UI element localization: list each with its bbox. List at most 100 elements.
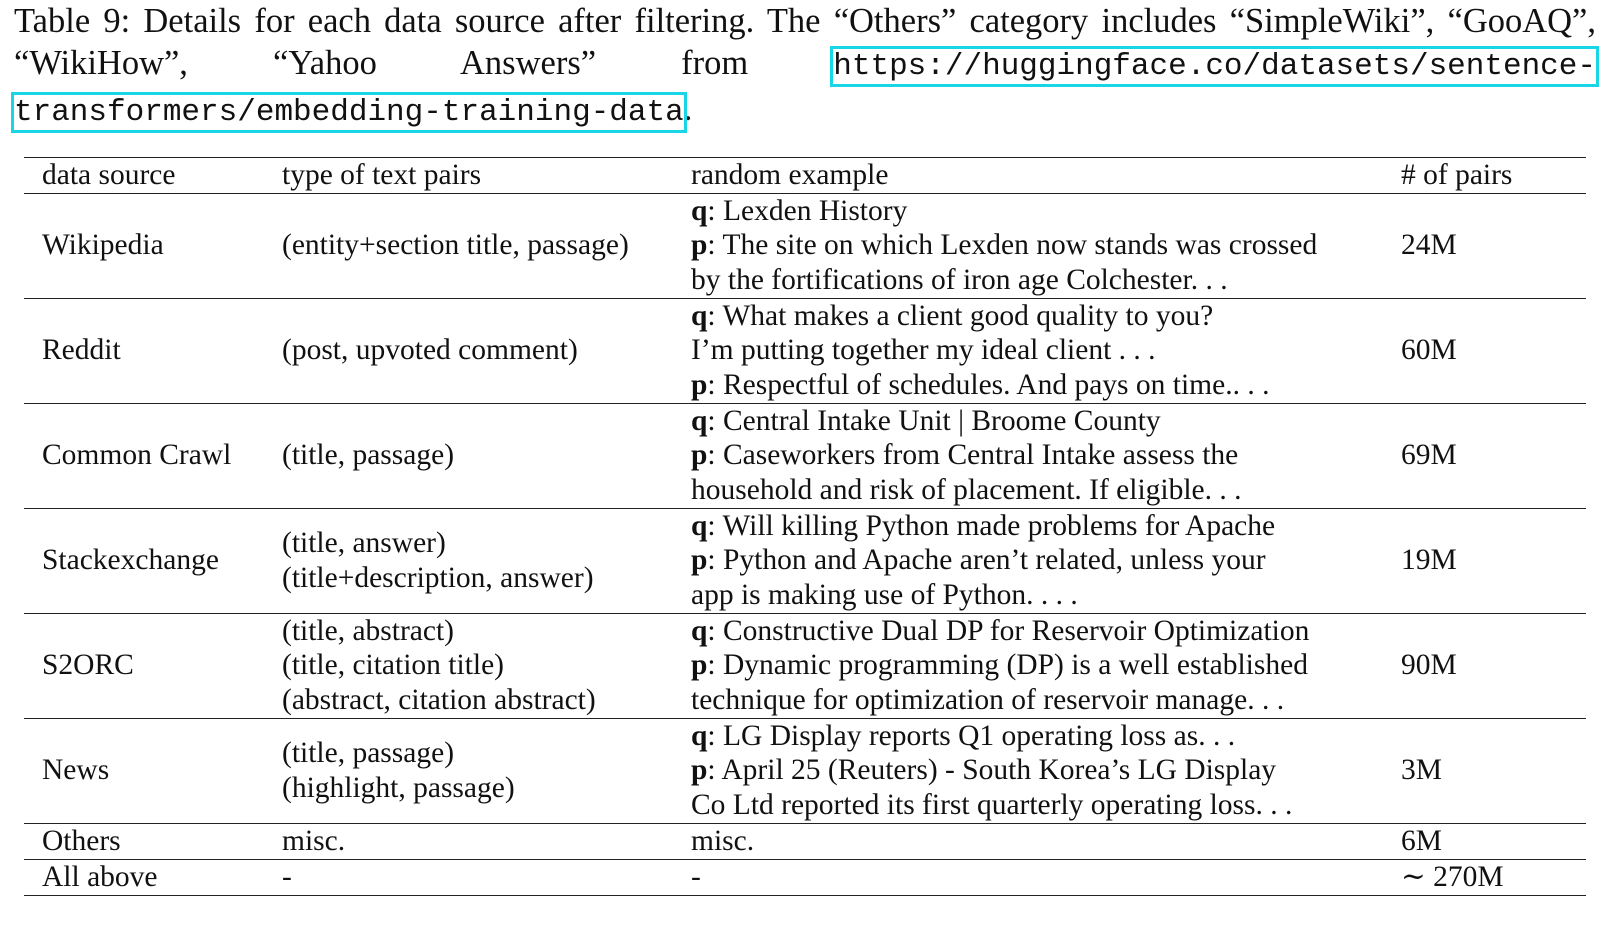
example-text: : Caseworkers from Central Intake assess… [707,439,1239,472]
example-line: app is making use of Python. . . . [691,578,1401,613]
header-type-of-text-pairs: type of text pairs [282,157,691,194]
example-text: : Constructive Dual DP for Reservoir Opt… [707,614,1310,647]
example-text: by the fortifications of iron age Colche… [691,263,1228,296]
table-row: Stackexchange (title, answer) (title+descr… [24,508,1586,614]
cell-num-pairs: 90M [1401,613,1586,719]
example-line: - [691,860,1401,895]
cell-data-source: Common Crawl [24,403,282,509]
cell-data-source: Wikipedia [24,193,282,299]
dataset-link[interactable]: https://huggingface.co/datasets/sentence… [11,46,1599,133]
table-row: Wikipedia (entity+section title, passage)… [24,193,1586,299]
example-line: I’m putting together my ideal client . .… [691,333,1401,368]
pair-type: (title, answer) [282,527,446,559]
header-num-pairs: # of pairs [1401,157,1586,194]
passage-marker: p [691,649,708,682]
example-text: household and risk of placement. If elig… [691,473,1242,506]
cell-pair-types: (title, abstract) (title, citation title)… [282,613,691,719]
table-header-row: data source type of text pairs random ex… [24,157,1586,194]
cell-pair-types: (title, answer) (title+description, answe… [282,508,691,614]
table-body: Wikipedia (entity+section title, passage)… [24,193,1586,896]
table-row: All above - - ∼ 270M [24,859,1586,896]
cell-num-pairs: 69M [1401,403,1586,509]
example-text: : What makes a client good quality to yo… [707,299,1214,332]
cell-random-example: q: Lexden History p: The site on which Le… [691,193,1401,299]
passage-marker: p [691,439,708,472]
cell-pair-types: - [282,859,691,896]
cell-num-pairs: 19M [1401,508,1586,614]
pair-type: (title, abstract) [282,614,455,647]
example-line: misc. [691,824,1401,859]
pair-type: (post, upvoted comment) [282,334,578,367]
cell-data-source: All above [24,859,282,896]
example-line: p: April 25 (Reuters) - South Korea’s LG… [691,753,1401,788]
passage-marker: p [691,368,708,401]
table-row: S2ORC (title, abstract) (title, citation t… [24,613,1586,719]
cell-data-source: Stackexchange [24,508,282,614]
example-line: household and risk of placement. If elig… [691,473,1401,508]
table-row: Others misc. misc. 6M [24,823,1586,860]
cell-pair-types: (post, upvoted comment) [282,298,691,404]
cell-random-example: q: Will killing Python made problems for… [691,508,1401,614]
example-line: q: Will killing Python made problems for… [691,509,1401,544]
pair-type: (title, passage) [282,439,455,472]
cell-random-example: q: LG Display reports Q1 operating loss … [691,718,1401,824]
header-data-source: data source [24,157,282,194]
table-caption: Table 9: Details for each data source af… [11,0,1599,134]
cell-data-source: Reddit [24,298,282,404]
cell-random-example: q: Constructive Dual DP for Reservoir Op… [691,613,1401,719]
query-marker: q [691,719,708,752]
query-marker: q [691,299,708,332]
example-line: p: Caseworkers from Central Intake asses… [691,438,1401,473]
example-line: Co Ltd reported its first quarterly oper… [691,788,1401,823]
cell-random-example: misc. [691,823,1401,860]
example-text: Co Ltd reported its first quarterly oper… [691,788,1293,821]
example-text: : Central Intake Unit | Broome County [707,404,1161,437]
passage-marker: p [691,754,708,787]
pair-type: misc. [282,824,346,857]
example-text: misc. [691,824,755,857]
example-text: : Respectful of schedules. And pays on t… [707,368,1270,401]
example-text: : April 25 (Reuters) - South Korea’s LG … [707,754,1277,787]
example-text: : Will killing Python made problems for … [707,509,1276,542]
cell-num-pairs: 24M [1401,193,1586,299]
table-row: Common Crawl (title, passage) q: Central I… [24,403,1586,509]
cell-pair-types: misc. [282,823,691,860]
pair-type: (abstract, citation abstract) [282,683,596,716]
example-line: p: Dynamic programming (DP) is a well es… [691,648,1401,683]
pair-type: (title, passage) [282,737,455,769]
pair-type: (entity+section title, passage) [282,229,629,262]
cell-pair-types: (entity+section title, passage) [282,193,691,299]
example-line: q: Lexden History [691,194,1401,229]
caption-suffix: . [683,90,693,128]
example-line: technique for optimization of reservoir … [691,683,1401,718]
cell-num-pairs: 6M [1401,823,1586,860]
example-line: by the fortifications of iron age Colche… [691,263,1401,298]
pair-type: (highlight, passage) [282,771,515,804]
data-source-table: data source type of text pairs random ex… [24,157,1586,896]
cell-num-pairs: 3M [1401,718,1586,824]
example-line: q: Central Intake Unit | Broome County [691,404,1401,439]
example-text: I’m putting together my ideal client . .… [691,334,1156,367]
header-random-example: random example [691,157,1401,194]
example-text: technique for optimization of reservoir … [691,683,1285,716]
table-row: News (title, passage) (highlight, passage)… [24,718,1586,824]
example-text: : Python and Apache aren’t related, unle… [707,544,1266,577]
passage-marker: p [691,544,708,577]
example-text: - [691,860,701,893]
example-line: q: What makes a client good quality to y… [691,299,1401,334]
cell-data-source: News [24,718,282,824]
query-marker: q [691,509,708,542]
example-line: p: Python and Apache aren’t related, unl… [691,543,1401,578]
cell-random-example: q: What makes a client good quality to y… [691,298,1401,404]
cell-data-source: S2ORC [24,613,282,719]
cell-data-source: Others [24,823,282,860]
query-marker: q [691,614,708,647]
caption-text: Table 9: Details for each data source af… [14,2,1596,82]
cell-num-pairs: 60M [1401,298,1586,404]
example-text: : The site on which Lexden now stands wa… [707,229,1318,262]
cell-pair-types: (title, passage) (highlight, passage) [282,718,691,824]
pair-type: (title+description, answer) [282,561,594,594]
cell-random-example: q: Central Intake Unit | Broome County p:… [691,403,1401,509]
cell-random-example: - [691,859,1401,896]
pair-type: - [282,860,292,893]
